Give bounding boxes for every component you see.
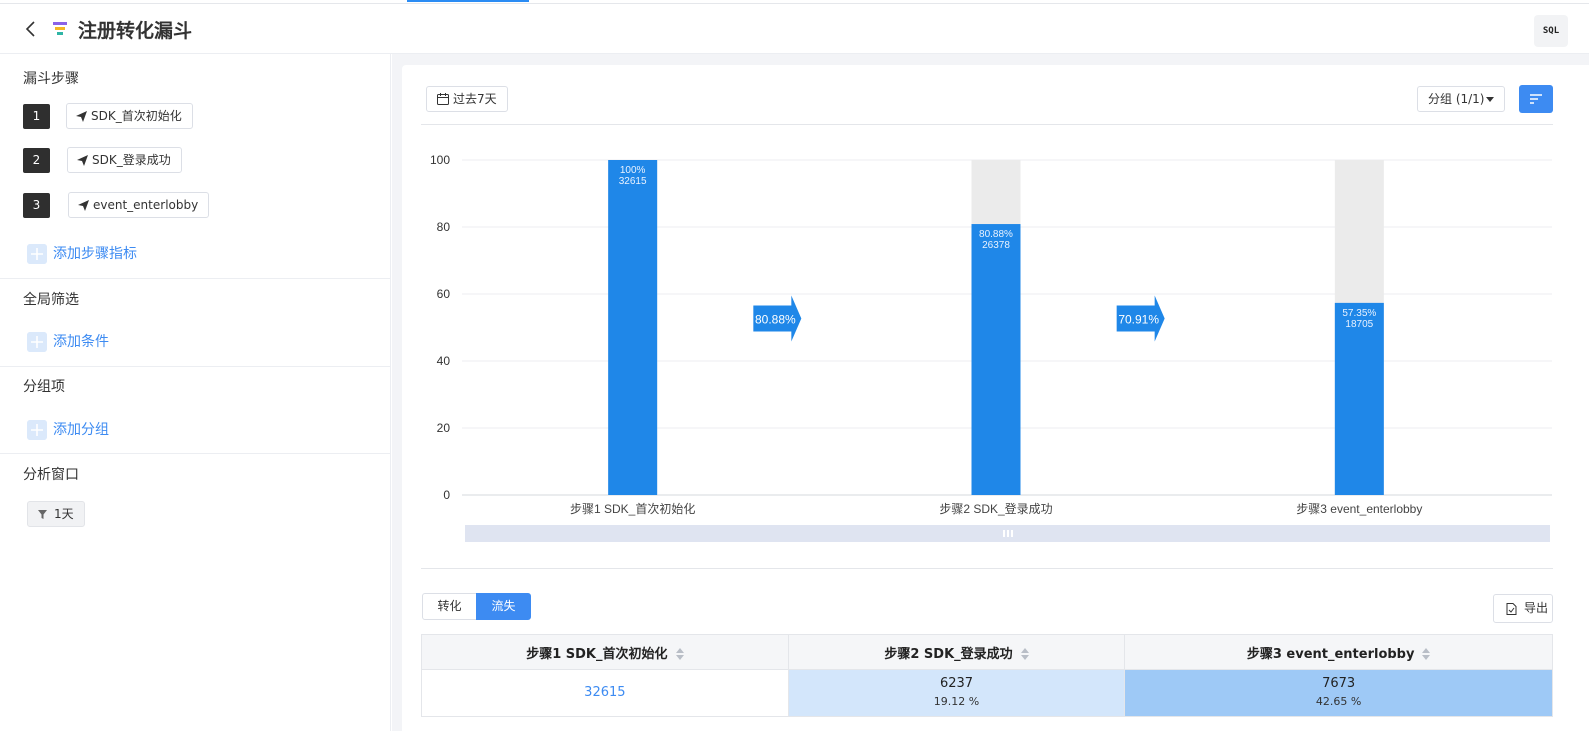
x-tick-label: 步骤2 SDK_登录成功 <box>939 501 1052 516</box>
header-label: 步骤3 event_enterlobby <box>1246 646 1415 662</box>
bar-count-label: 32615 <box>619 176 647 187</box>
y-tick-label: 40 <box>437 354 451 368</box>
tab-conversion[interactable]: 转化 <box>422 593 477 620</box>
add-condition-button[interactable]: 添加条件 <box>27 332 109 352</box>
add-condition-label: 添加条件 <box>53 334 109 350</box>
step-event-chip-3[interactable]: event_enterlobby <box>68 192 210 218</box>
sql-button[interactable]: SQL <box>1534 15 1568 47</box>
section-divider <box>0 278 391 279</box>
step3-churn-count: 7673 <box>1322 676 1356 691</box>
step-event-label: event_enterlobby <box>93 198 199 212</box>
toolbar-divider <box>421 124 1553 125</box>
add-step-button[interactable]: 添加步骤指标 <box>27 244 137 264</box>
bar-percent-label: 80.88% <box>979 229 1013 240</box>
page-title: 注册转化漏斗 <box>78 20 193 42</box>
step2-churn-count: 6237 <box>939 676 974 691</box>
step-event-label: SDK_首次初始化 <box>91 109 182 123</box>
plus-icon <box>27 332 47 352</box>
export-doc-icon <box>1506 603 1517 615</box>
section-divider <box>0 366 391 367</box>
sort-caret-icon[interactable] <box>1422 648 1431 660</box>
y-tick-label: 60 <box>437 287 451 301</box>
add-group-label: 添加分组 <box>53 422 109 438</box>
add-step-label: 添加步骤指标 <box>53 246 137 262</box>
chart-divider <box>421 568 1553 569</box>
sort-caret-icon[interactable] <box>1020 648 1029 660</box>
step-event-chip-1[interactable]: SDK_首次初始化 <box>66 103 193 129</box>
bar-count-label: 18705 <box>1345 319 1373 330</box>
sort-icon <box>1530 94 1542 104</box>
group-by-title: 分组项 <box>23 379 65 395</box>
funnel-filter-icon <box>38 510 47 519</box>
plus-icon <box>27 420 47 440</box>
bar-percent-label: 57.35% <box>1342 308 1376 319</box>
group-select-label: 分组 (1/1) <box>1428 92 1485 106</box>
table-row: 32615 6237 19.12 % 7673 42.65 % <box>421 669 1553 717</box>
y-tick-label: 0 <box>443 488 450 502</box>
caret-down-icon <box>1486 97 1494 102</box>
conversion-arrow <box>753 295 802 342</box>
top-tab-strip <box>0 0 1589 4</box>
table-cell-step3: 7673 42.65 % <box>1124 669 1553 717</box>
table-cell-step1: 32615 <box>421 669 789 717</box>
funnel-logo-icon <box>53 22 67 35</box>
chart-scrollbar[interactable] <box>465 525 1550 542</box>
table-header-step2[interactable]: 步骤2 SDK_登录成功 <box>787 634 1126 670</box>
step3-churn-pct: 42.65 % <box>1315 695 1362 708</box>
table-cell-step2: 6237 19.12 % <box>787 669 1126 717</box>
header-label: 步骤2 SDK_登录成功 <box>884 646 1013 662</box>
back-icon[interactable] <box>22 20 40 38</box>
tab-churn[interactable]: 流失 <box>476 593 531 620</box>
analysis-window-title: 分析窗口 <box>23 467 79 483</box>
plus-icon <box>27 244 47 264</box>
step2-churn-pct: 19.12 % <box>933 695 980 708</box>
step-event-label: SDK_登录成功 <box>92 153 171 167</box>
table-header-row: 步骤1 SDK_首次初始化 步骤2 SDK_登录成功 步骤3 event_ent… <box>421 634 1553 670</box>
x-tick-label: 步骤1 SDK_首次初始化 <box>570 502 695 516</box>
bar-percent-label: 100% <box>620 165 646 176</box>
bar <box>1334 302 1384 495</box>
table-header-step3[interactable]: 步骤3 event_enterlobby <box>1124 634 1553 670</box>
export-button[interactable]: 导出 <box>1493 594 1553 623</box>
step-number-3: 3 <box>23 193 50 218</box>
funnel-table: 步骤1 SDK_首次初始化 步骤2 SDK_登录成功 步骤3 event_ent… <box>421 634 1553 717</box>
step-number-2: 2 <box>23 148 50 173</box>
send-icon <box>76 111 87 122</box>
funnel-steps-title: 漏斗步骤 <box>23 71 79 87</box>
add-group-button[interactable]: 添加分组 <box>27 420 109 440</box>
sort-caret-icon[interactable] <box>675 648 684 660</box>
global-filter-title: 全局筛选 <box>23 292 79 308</box>
y-tick-label: 20 <box>437 421 451 435</box>
active-tab-indicator <box>407 0 529 2</box>
y-tick-label: 100 <box>430 153 450 167</box>
group-select[interactable]: 分组 (1/1) <box>1417 86 1505 112</box>
step-event-chip-2[interactable]: SDK_登录成功 <box>67 147 182 173</box>
page-header: 注册转化漏斗 SQL <box>0 4 1589 54</box>
bar <box>608 160 658 495</box>
step-number-1: 1 <box>23 104 50 129</box>
bar-count-label: 26378 <box>982 240 1010 251</box>
analysis-window-select[interactable]: 1天 <box>27 501 85 527</box>
y-tick-label: 80 <box>437 220 451 234</box>
date-range-button[interactable]: 过去7天 <box>426 86 508 112</box>
conversion-rate-label: 70.91% <box>1118 313 1159 327</box>
analysis-window-value: 1天 <box>54 507 74 521</box>
send-icon <box>78 200 89 211</box>
funnel-bar-chart: 0 20 40 60 80 100 100%32615 步骤1 SDK_首次初始化 80.88%… <box>430 153 1552 516</box>
conversion-rate-label: 80.88% <box>755 313 796 327</box>
x-tick-label: 步骤3 event_enterlobby <box>1296 502 1422 516</box>
scroll-grip-icon[interactable] <box>1001 529 1015 538</box>
section-divider <box>0 453 391 454</box>
send-icon <box>77 155 88 166</box>
header-label: 步骤1 SDK_首次初始化 <box>526 646 668 662</box>
export-label: 导出 <box>1524 601 1549 615</box>
config-sidebar: 漏斗步骤 1 SDK_首次初始化 2 SDK_登录成功 3 event_ente… <box>0 54 391 731</box>
bar <box>971 224 1021 495</box>
date-range-label: 过去7天 <box>453 92 497 106</box>
calendar-icon <box>437 93 449 105</box>
step1-count-link[interactable]: 32615 <box>584 685 626 700</box>
conversion-arrow <box>1116 295 1165 342</box>
table-header-step1[interactable]: 步骤1 SDK_首次初始化 <box>421 634 789 670</box>
sort-button[interactable] <box>1519 85 1553 113</box>
